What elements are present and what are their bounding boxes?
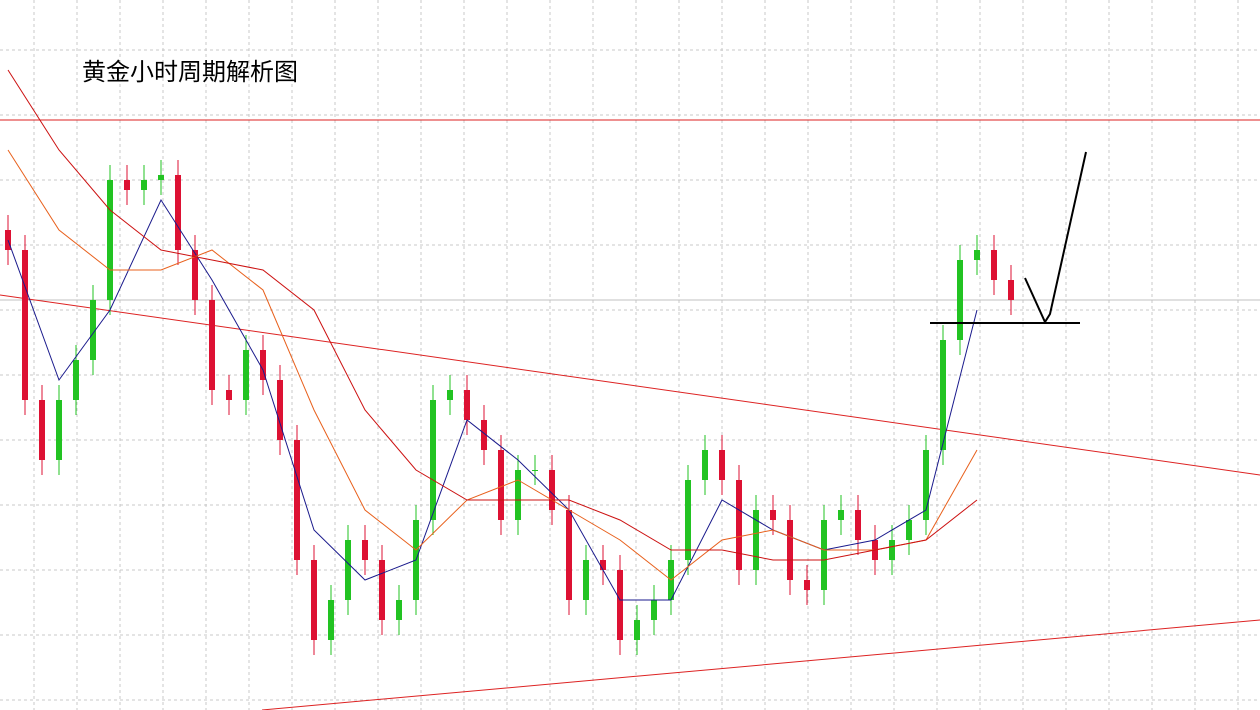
candle-body xyxy=(226,390,232,400)
candle-body xyxy=(22,250,28,400)
candle-body xyxy=(583,560,589,600)
candle-body xyxy=(311,560,317,640)
candle-body xyxy=(787,520,793,580)
candle-body xyxy=(821,520,827,590)
support-line xyxy=(261,619,1260,710)
candle-body xyxy=(107,180,113,300)
candle-body xyxy=(940,340,946,450)
candle-body xyxy=(192,250,198,300)
candle-body xyxy=(260,350,266,380)
candle-body xyxy=(651,600,657,620)
candle-body xyxy=(600,560,606,570)
candle-body xyxy=(464,390,470,420)
candle-body xyxy=(838,510,844,520)
candle-body xyxy=(498,450,504,520)
candle-body xyxy=(923,450,929,520)
chart-title: 黄金小时周期解析图 xyxy=(82,58,298,86)
candle-body xyxy=(396,600,402,620)
candle-body xyxy=(73,360,79,400)
candle-body xyxy=(957,260,963,340)
candle-body xyxy=(804,580,810,590)
candle-body xyxy=(889,540,895,560)
candle-body xyxy=(243,350,249,400)
moving-average xyxy=(7,149,978,581)
candle-body xyxy=(481,420,487,450)
candle-body xyxy=(430,400,436,520)
candle-body xyxy=(855,510,861,540)
candle-body xyxy=(515,470,521,520)
candle-body xyxy=(532,470,538,471)
moving-average xyxy=(7,69,978,561)
candle-body xyxy=(719,450,725,480)
candle-body xyxy=(753,510,759,570)
moving-average xyxy=(7,198,978,601)
candle-body xyxy=(124,180,130,190)
candle-body xyxy=(294,440,300,560)
forecast-path xyxy=(1024,151,1087,325)
candle-body xyxy=(736,480,742,570)
candle-body xyxy=(447,390,453,400)
candle-body xyxy=(277,380,283,440)
candle-body xyxy=(379,560,385,620)
candle-body xyxy=(328,600,334,640)
candle-body xyxy=(56,400,62,460)
candle-body xyxy=(634,620,640,640)
candle-body xyxy=(991,250,997,280)
plot xyxy=(5,69,1014,655)
candle-body xyxy=(141,180,147,190)
candle-body xyxy=(362,540,368,560)
candle-body xyxy=(566,510,572,600)
candle-body xyxy=(906,520,912,540)
candle-body xyxy=(90,300,96,360)
candle-body xyxy=(685,480,691,560)
candle-body xyxy=(1008,280,1014,300)
candle-body xyxy=(175,175,181,250)
candle-body xyxy=(39,400,45,460)
candle-body xyxy=(702,450,708,480)
candle-body xyxy=(974,250,980,260)
candle-body xyxy=(5,230,11,250)
candle-body xyxy=(158,175,164,180)
candle-body xyxy=(209,300,215,390)
candle-body xyxy=(770,510,776,520)
candle-body xyxy=(549,470,555,510)
candle-body xyxy=(617,570,623,640)
candle-body xyxy=(345,540,351,600)
